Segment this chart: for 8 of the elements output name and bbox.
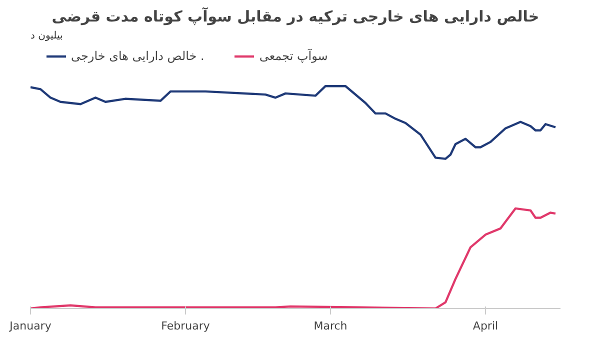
y-axis-title: بیلیون د bbox=[30, 30, 63, 42]
x-tick-label: January bbox=[8, 320, 52, 332]
x-tick-label: February bbox=[161, 320, 210, 332]
chart-title: خالص دارایی های خارجی ترکیه در مقابل سوآپ کوتاه مدت قرضی bbox=[52, 6, 540, 26]
x-tick-label: March bbox=[314, 320, 348, 332]
legend-label: خالص دارایی های خارجی . bbox=[71, 49, 204, 63]
x-tick-label: April bbox=[472, 320, 498, 332]
legend-label: سوآپ تجمعی bbox=[259, 49, 328, 63]
